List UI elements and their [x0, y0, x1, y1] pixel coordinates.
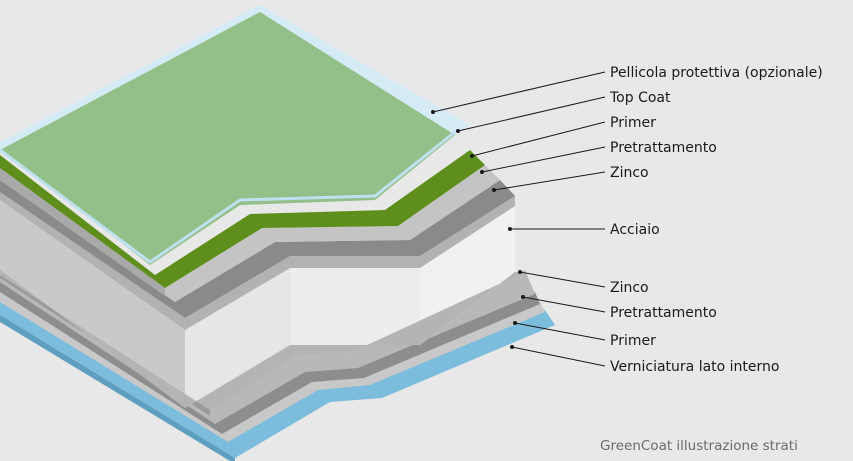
label-pretrattamento-bottom: Pretrattamento — [610, 305, 717, 321]
leader-pretrattamento-top — [481, 146, 606, 173]
layer-primer-bottom — [0, 290, 545, 442]
leader-zinco-bottom — [519, 271, 606, 288]
layer-zinco-top — [0, 192, 515, 330]
label-acciaio: Acciaio — [610, 222, 660, 238]
layer-acciaio — [0, 200, 525, 410]
leader-primer-top — [471, 121, 606, 157]
leader-pellicola — [432, 71, 606, 113]
layer-pretrattamento-top — [0, 180, 515, 318]
layer-top-coat — [0, 150, 485, 288]
leader-top-coat — [457, 96, 606, 132]
label-primer-bottom: Primer — [610, 333, 656, 349]
label-primer-top: Primer — [610, 115, 656, 131]
layer-verniciatura-lato-interno — [0, 300, 555, 461]
leader-dots — [431, 110, 525, 349]
label-verniciatura-lato-interno: Verniciatura lato interno — [610, 359, 779, 375]
layer-primer-top — [0, 165, 500, 302]
label-zinco-bottom: Zinco — [610, 280, 649, 296]
caption: GreenCoat illustrazione strati — [600, 438, 798, 454]
leader-zinco-top — [493, 171, 606, 191]
layer-top-surface — [0, 10, 455, 265]
leader-lines — [432, 71, 606, 367]
leader-primer-bottom — [514, 322, 606, 341]
layer-pretrattamento-bottom — [0, 280, 540, 434]
leader-verniciatura — [511, 346, 606, 367]
labels: Pellicola protettiva (opzionale) Top Coa… — [609, 65, 823, 375]
label-pretrattamento-top: Pretrattamento — [610, 140, 717, 156]
label-pellicola-protettiva: Pellicola protettiva (opzionale) — [610, 65, 823, 81]
leader-pretrattamento-bottom — [522, 296, 606, 313]
label-zinco-top: Zinco — [610, 165, 649, 181]
label-top-coat: Top Coat — [609, 90, 671, 106]
layer-pellicola-protettiva — [0, 5, 470, 264]
